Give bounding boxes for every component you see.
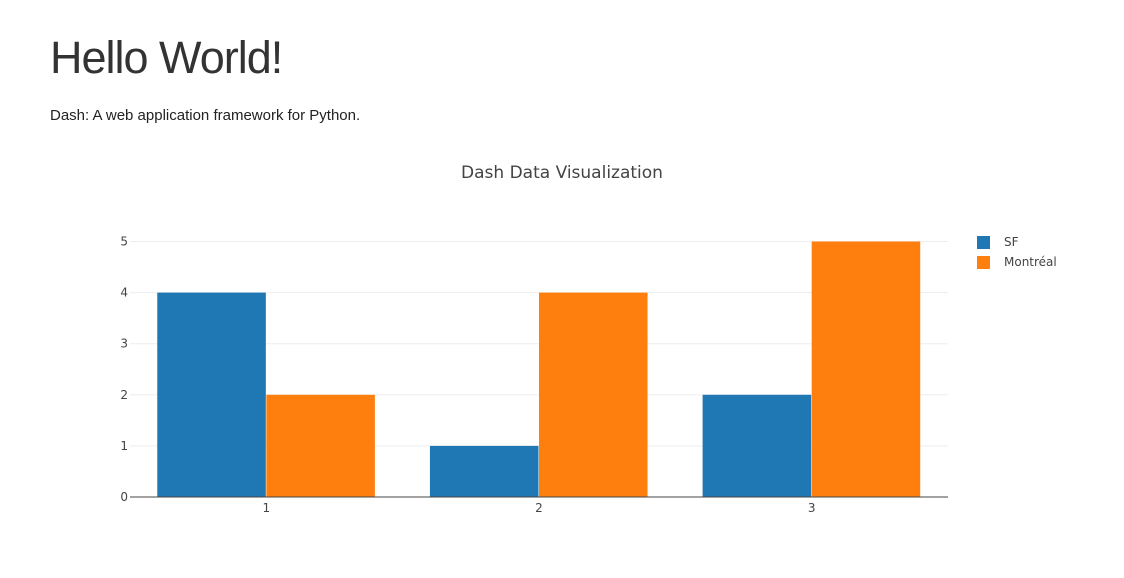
bar-Montréal-1[interactable] [266,394,375,497]
bars[interactable] [157,241,921,498]
page-heading: Hello World! [50,32,283,83]
y-tick-label: 4 [120,286,128,300]
x-tick-labels: 1 2 3 [263,501,816,515]
x-tick-label: 3 [808,501,816,515]
bar-Montréal-3[interactable] [811,241,921,498]
page-subtitle: Dash: A web application framework for Py… [50,107,361,124]
y-tick-label: 1 [120,439,128,453]
legend-swatch [977,256,990,269]
y-tick-label: 0 [120,490,128,504]
y-tick-label: 5 [120,235,128,249]
legend-swatch [977,236,990,249]
bar-Montréal-2[interactable] [539,292,648,497]
y-tick-label: 2 [120,388,128,402]
legend-item-Montréal[interactable]: Montréal [977,255,1057,269]
legend-label: Montréal [1004,255,1057,269]
legend-item-SF[interactable]: SF [977,235,1019,249]
legend-label: SF [1004,235,1019,249]
y-tick-label: 3 [120,337,128,351]
chart-title: Dash Data Visualization [461,163,663,183]
x-tick-label: 2 [535,501,543,515]
bar-SF-1[interactable] [157,292,266,497]
bar-SF-3[interactable] [702,394,812,497]
legend[interactable]: SF Montréal [977,235,1057,269]
y-tick-labels: 0 1 2 3 4 5 [120,235,128,505]
bar-SF-2[interactable] [429,445,539,497]
x-tick-label: 1 [263,501,271,515]
